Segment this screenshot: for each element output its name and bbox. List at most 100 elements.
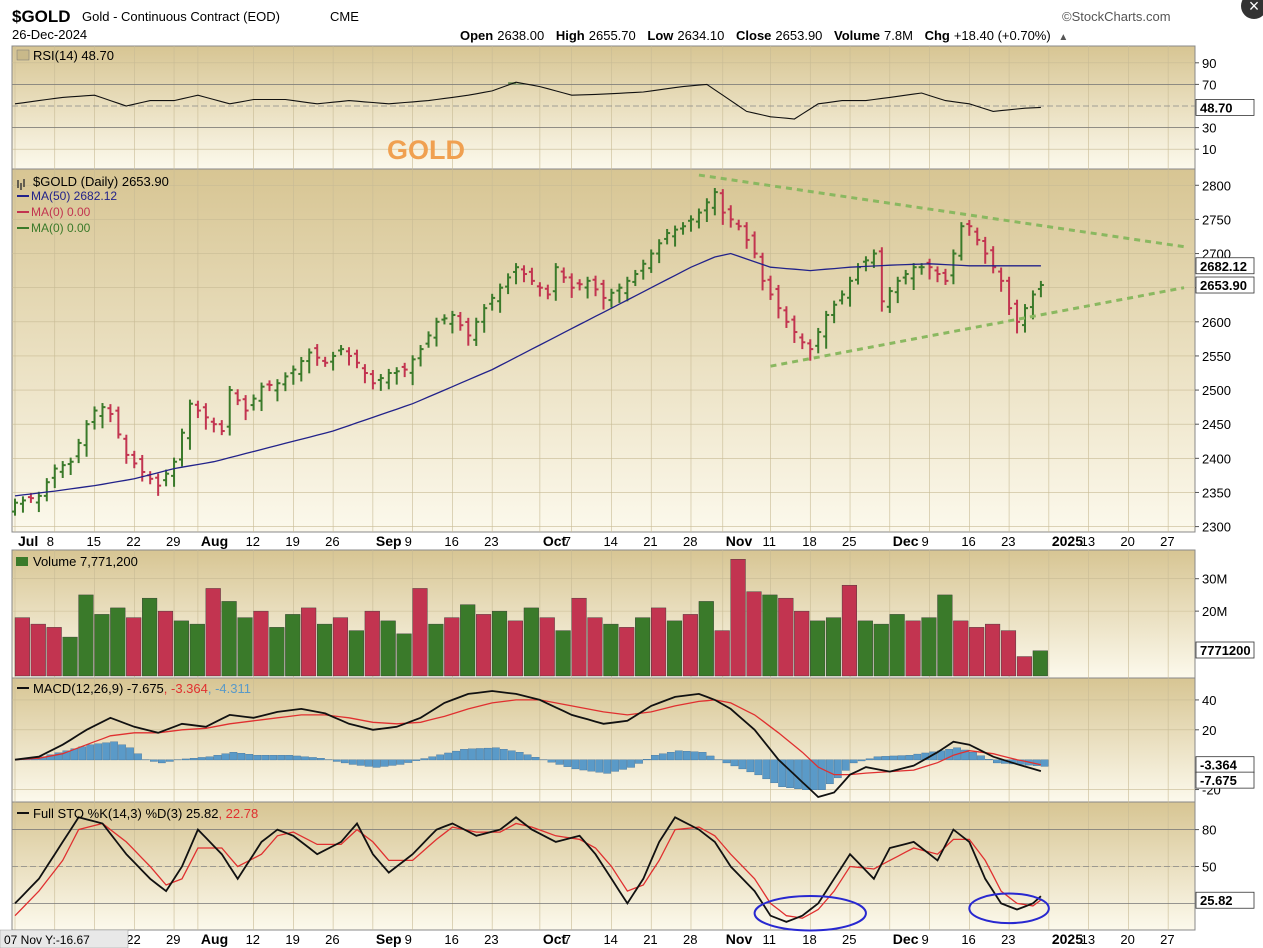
x-tick-label: 2025 xyxy=(1052,533,1083,549)
volume-bar xyxy=(412,588,428,677)
volume-icon xyxy=(16,557,28,566)
contract-name: Gold - Continuous Contract (EOD) xyxy=(82,9,280,24)
price-bar xyxy=(990,246,997,274)
macd-hist-bar xyxy=(317,758,325,761)
price-bar xyxy=(417,345,424,367)
macd-hist-bar xyxy=(547,759,556,763)
price-bar xyxy=(1029,290,1036,320)
value-tag-text: 48.70 xyxy=(1200,100,1233,115)
price-bar xyxy=(186,399,193,450)
macd-hist-bar xyxy=(961,749,969,761)
legend-entry: MA(50) 2682.12 xyxy=(31,189,117,203)
x-tick-label: 9 xyxy=(922,534,929,549)
price-bar xyxy=(727,205,734,228)
price-bar xyxy=(624,276,631,302)
volume-bar xyxy=(889,614,905,677)
macd-hist-bar xyxy=(810,759,818,790)
x-tick-label: Dec xyxy=(893,533,919,549)
volume-bar xyxy=(253,610,269,677)
highlight-circle xyxy=(753,895,867,932)
x-tick-label-bottom: 23 xyxy=(484,932,498,947)
macd-hist-bar xyxy=(555,759,564,765)
macd-hist-bar xyxy=(444,752,452,761)
macd-hist-bar xyxy=(889,755,898,761)
x-tick-label-bottom: 25 xyxy=(842,932,856,947)
volume-bar xyxy=(571,597,587,677)
macd-signal-line xyxy=(14,699,1042,776)
volume-bar xyxy=(269,627,285,677)
price-bar xyxy=(687,215,694,232)
macd-hist-bar xyxy=(348,759,357,765)
macd-hist-bar xyxy=(261,755,270,761)
price-bar xyxy=(242,395,249,421)
price-bar xyxy=(878,247,885,312)
volume-bar xyxy=(714,630,730,677)
price-bar xyxy=(1006,276,1013,315)
macd-hist-bar xyxy=(404,759,413,763)
price-bar xyxy=(711,188,718,216)
watermark: GOLD xyxy=(387,135,465,165)
x-tick-label: 29 xyxy=(166,534,180,549)
volume-value-tag: 7771200 xyxy=(1195,641,1255,659)
legend-entry: MA(0) 0.00 xyxy=(31,205,91,219)
macd-hist-bar xyxy=(380,759,389,767)
value-tag-box xyxy=(1195,641,1255,659)
y-tick-label: 2400 xyxy=(1202,451,1231,466)
volume-bar xyxy=(651,607,667,677)
macd-hist-bar xyxy=(237,753,246,761)
price-bar xyxy=(322,356,329,367)
price-bar xyxy=(870,249,877,269)
volume-bar xyxy=(126,617,142,677)
volume-bar xyxy=(1000,630,1017,677)
macd-panel xyxy=(11,677,1196,803)
price-bar xyxy=(926,258,933,280)
price-bar xyxy=(648,249,655,273)
price-bar xyxy=(934,266,941,283)
x-tick-label-bottom: 7 xyxy=(564,932,571,947)
x-tick-label-bottom: Oct xyxy=(543,931,567,947)
y-tick-label: 2600 xyxy=(1202,315,1231,330)
macd-hist-bar xyxy=(452,750,460,761)
x-tick-label-bottom: 14 xyxy=(603,932,617,947)
x-tick-label-bottom: 19 xyxy=(285,932,299,947)
macd-hist-bar xyxy=(818,759,826,790)
volume-bar xyxy=(587,617,603,677)
macd-hist-bar xyxy=(643,759,651,761)
price-bar xyxy=(361,364,368,384)
price-bar xyxy=(902,269,909,285)
price-bar xyxy=(759,252,766,291)
x-tick-label: 21 xyxy=(643,534,657,549)
value-tag-box xyxy=(1195,99,1255,116)
price-bar xyxy=(719,189,726,225)
price-bar xyxy=(99,403,106,429)
price-bar xyxy=(536,282,543,297)
volume-bar xyxy=(841,584,857,677)
macd-line xyxy=(14,690,1042,799)
rsi-overbought-fill xyxy=(516,83,524,85)
macd-hist-bar xyxy=(730,759,739,767)
macd-hist-bar xyxy=(802,759,810,790)
volume-bar xyxy=(428,623,444,677)
close-button[interactable]: × xyxy=(1241,0,1263,19)
macd-hist-bar xyxy=(245,754,254,761)
y-tick-label: 30M xyxy=(1202,572,1227,587)
y-tick-label: 30 xyxy=(1202,121,1216,136)
price-bar xyxy=(67,457,74,475)
volume-bar xyxy=(332,617,349,677)
price-bar xyxy=(528,267,535,285)
macd-hist-bar xyxy=(205,756,214,761)
price-bar xyxy=(465,317,472,346)
volume-bar xyxy=(555,630,571,677)
price-bar xyxy=(823,310,830,349)
price-bar xyxy=(743,222,750,249)
price-bar xyxy=(385,368,392,390)
price-bar xyxy=(51,464,58,489)
y-tick-label: 2450 xyxy=(1202,417,1231,432)
volume-bar xyxy=(698,601,714,677)
macd-hist-bar xyxy=(841,759,850,771)
x-tick-label-bottom: 16 xyxy=(961,932,975,947)
volume-bar xyxy=(317,623,333,677)
price-bar xyxy=(457,311,464,331)
volume-label: Volume 7,771,200 xyxy=(33,554,138,569)
price-bar xyxy=(958,222,965,261)
